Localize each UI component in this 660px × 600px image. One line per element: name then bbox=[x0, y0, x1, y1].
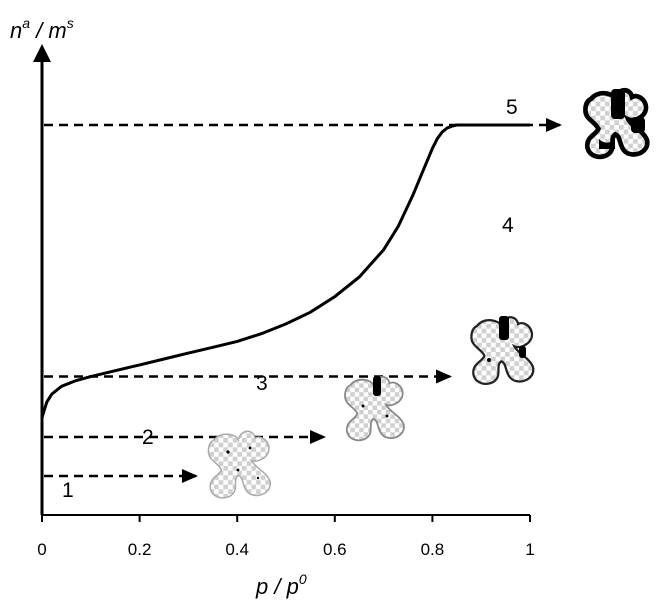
stage-label-4: 4 bbox=[502, 214, 514, 237]
x-axis-title: p / p0 bbox=[255, 571, 307, 599]
isotherm-line bbox=[40, 123, 530, 418]
stage-label-5: 5 bbox=[506, 96, 518, 119]
particle-stage-1-icon bbox=[207, 430, 272, 499]
x-tick-label: 1 bbox=[525, 540, 534, 559]
y-axis-arrowhead bbox=[33, 44, 51, 62]
x-tick-group bbox=[41, 515, 531, 522]
stage-label-group: 1 2 3 4 5 bbox=[62, 96, 518, 502]
x-tick-label: 0.2 bbox=[128, 540, 152, 559]
x-tick-label: 0.6 bbox=[323, 540, 347, 559]
particle-stage-3-icon bbox=[470, 316, 535, 386]
stage-label-1: 1 bbox=[62, 479, 74, 502]
particle-stage-4-icon bbox=[585, 89, 647, 157]
x-tick-label: 0.4 bbox=[225, 540, 249, 559]
x-tick-label: 0.8 bbox=[421, 540, 445, 559]
stage-label-3: 3 bbox=[256, 372, 268, 395]
x-tick-label: 0 bbox=[37, 540, 46, 559]
arrow-group bbox=[44, 118, 562, 483]
x-tick-label-group: 0 0.2 0.4 0.6 0.8 1 bbox=[37, 540, 534, 559]
stage-label-2: 2 bbox=[142, 426, 154, 449]
y-axis-title: na / ms bbox=[10, 15, 74, 43]
particle-stage-2-icon bbox=[344, 375, 405, 442]
